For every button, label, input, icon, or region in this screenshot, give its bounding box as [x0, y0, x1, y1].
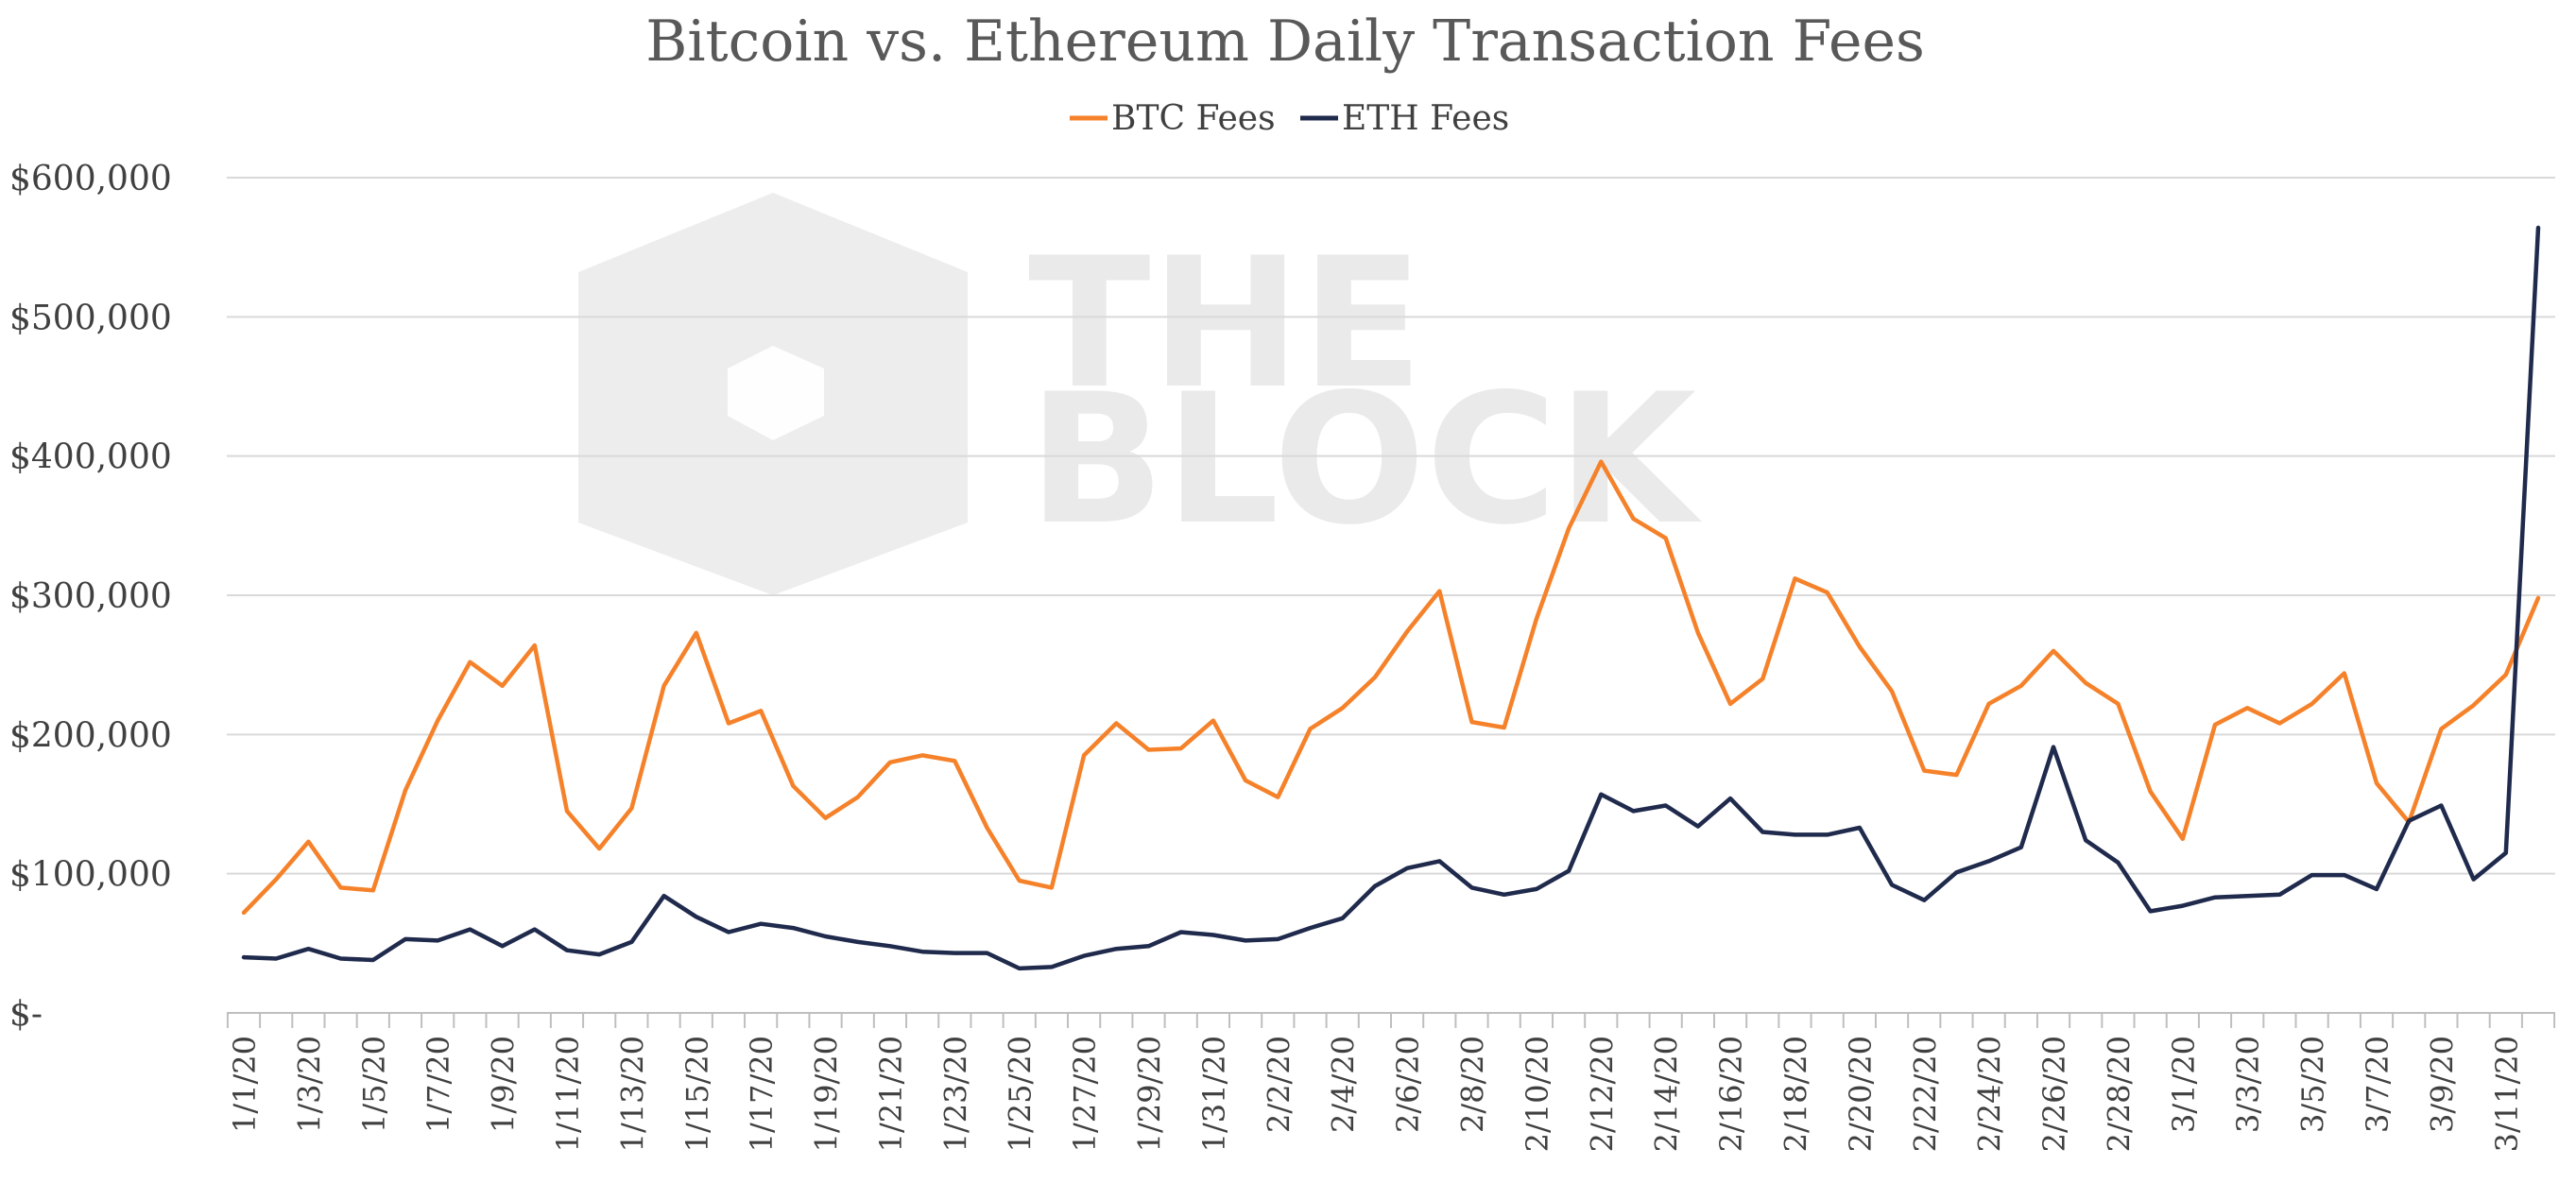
x-tick-label: 1/3/20 [291, 1036, 327, 1133]
x-tick-label: 1/13/20 [614, 1036, 650, 1152]
y-tick-label: $100,000 [9, 856, 172, 895]
x-tick-label: 2/18/20 [1777, 1036, 1813, 1152]
gridlines [227, 177, 2555, 1014]
y-tick-label: $500,000 [9, 299, 172, 337]
x-tick-label: 2/26/20 [2036, 1036, 2072, 1152]
x-tick-label: 3/1/20 [2166, 1036, 2202, 1133]
x-tick-label: 2/22/20 [1907, 1036, 1943, 1152]
x-tick-label: 3/11/20 [2489, 1036, 2525, 1152]
series-line-btc-fees [241, 459, 2541, 916]
x-tick-label: 2/20/20 [1843, 1036, 1879, 1152]
chart-title: Bitcoin vs. Ethereum Daily Transaction F… [645, 9, 1925, 75]
x-tick-label: 2/4/20 [1326, 1036, 1362, 1133]
watermark-text-block: BLOCK [1028, 355, 1702, 564]
watermark-text-the: THE [1028, 219, 1423, 428]
x-tick-label: 1/27/20 [1067, 1036, 1103, 1152]
x-tick-label: 1/25/20 [1003, 1036, 1039, 1152]
x-tick-label: 2/16/20 [1713, 1036, 1749, 1152]
x-tick-label: 1/1/20 [227, 1036, 263, 1133]
y-axis: $- $100,000 $200,000 $300,000 $400,000 $500,0… [9, 160, 172, 1034]
watermark-inner-hexagon-icon [728, 346, 824, 440]
x-tick-label: 1/9/20 [486, 1036, 522, 1133]
legend-label: ETH Fees [1342, 99, 1509, 138]
x-tick-label: 2/28/20 [2101, 1036, 2137, 1152]
y-tick-label: $300,000 [9, 577, 172, 616]
x-tick-label: 2/8/20 [1454, 1036, 1490, 1133]
x-tick-label: 2/12/20 [1584, 1036, 1620, 1152]
x-tick-label: 1/5/20 [356, 1036, 392, 1133]
the-block-watermark: THE BLOCK [578, 193, 1702, 595]
x-tick-label: 1/31/20 [1196, 1036, 1232, 1152]
x-tick-label: 1/15/20 [679, 1036, 715, 1152]
x-tick-label: 1/11/20 [550, 1036, 586, 1152]
legend-label: BTC Fees [1111, 99, 1276, 138]
x-tick-label: 1/29/20 [1132, 1036, 1168, 1152]
x-tick-label: 2/24/20 [1972, 1036, 2008, 1152]
series-lines [241, 225, 2541, 971]
x-tick-label: 3/3/20 [2230, 1036, 2266, 1133]
legend: BTC Fees ETH Fees [1070, 99, 1509, 138]
x-tick-label: 2/10/20 [1520, 1036, 1555, 1152]
y-tick-label: $200,000 [9, 716, 172, 755]
y-tick-label: $- [9, 995, 43, 1034]
x-tick-label: 1/23/20 [937, 1036, 973, 1152]
x-tick-label: 2/2/20 [1261, 1036, 1297, 1133]
x-tick-label: 1/21/20 [873, 1036, 909, 1152]
x-tick-label: 2/14/20 [1649, 1036, 1685, 1152]
x-tick-label: 1/19/20 [809, 1036, 845, 1152]
x-tick-label: 2/6/20 [1390, 1036, 1426, 1133]
x-tick-label: 3/5/20 [2295, 1036, 2331, 1133]
x-tick-label: 3/7/20 [2360, 1036, 2396, 1133]
x-axis: 1/1/20 1/3/20 1/5/20 1/7/20 1/9/20 1/11/20 1/1… [226, 1013, 2556, 1152]
x-tick-label: 1/7/20 [421, 1036, 456, 1133]
y-tick-label: $600,000 [9, 160, 172, 198]
x-tick-label: 3/9/20 [2424, 1036, 2460, 1133]
x-tick-label: 1/17/20 [744, 1036, 780, 1152]
series-line-eth-fees [241, 225, 2541, 971]
y-tick-label: $400,000 [9, 438, 172, 477]
